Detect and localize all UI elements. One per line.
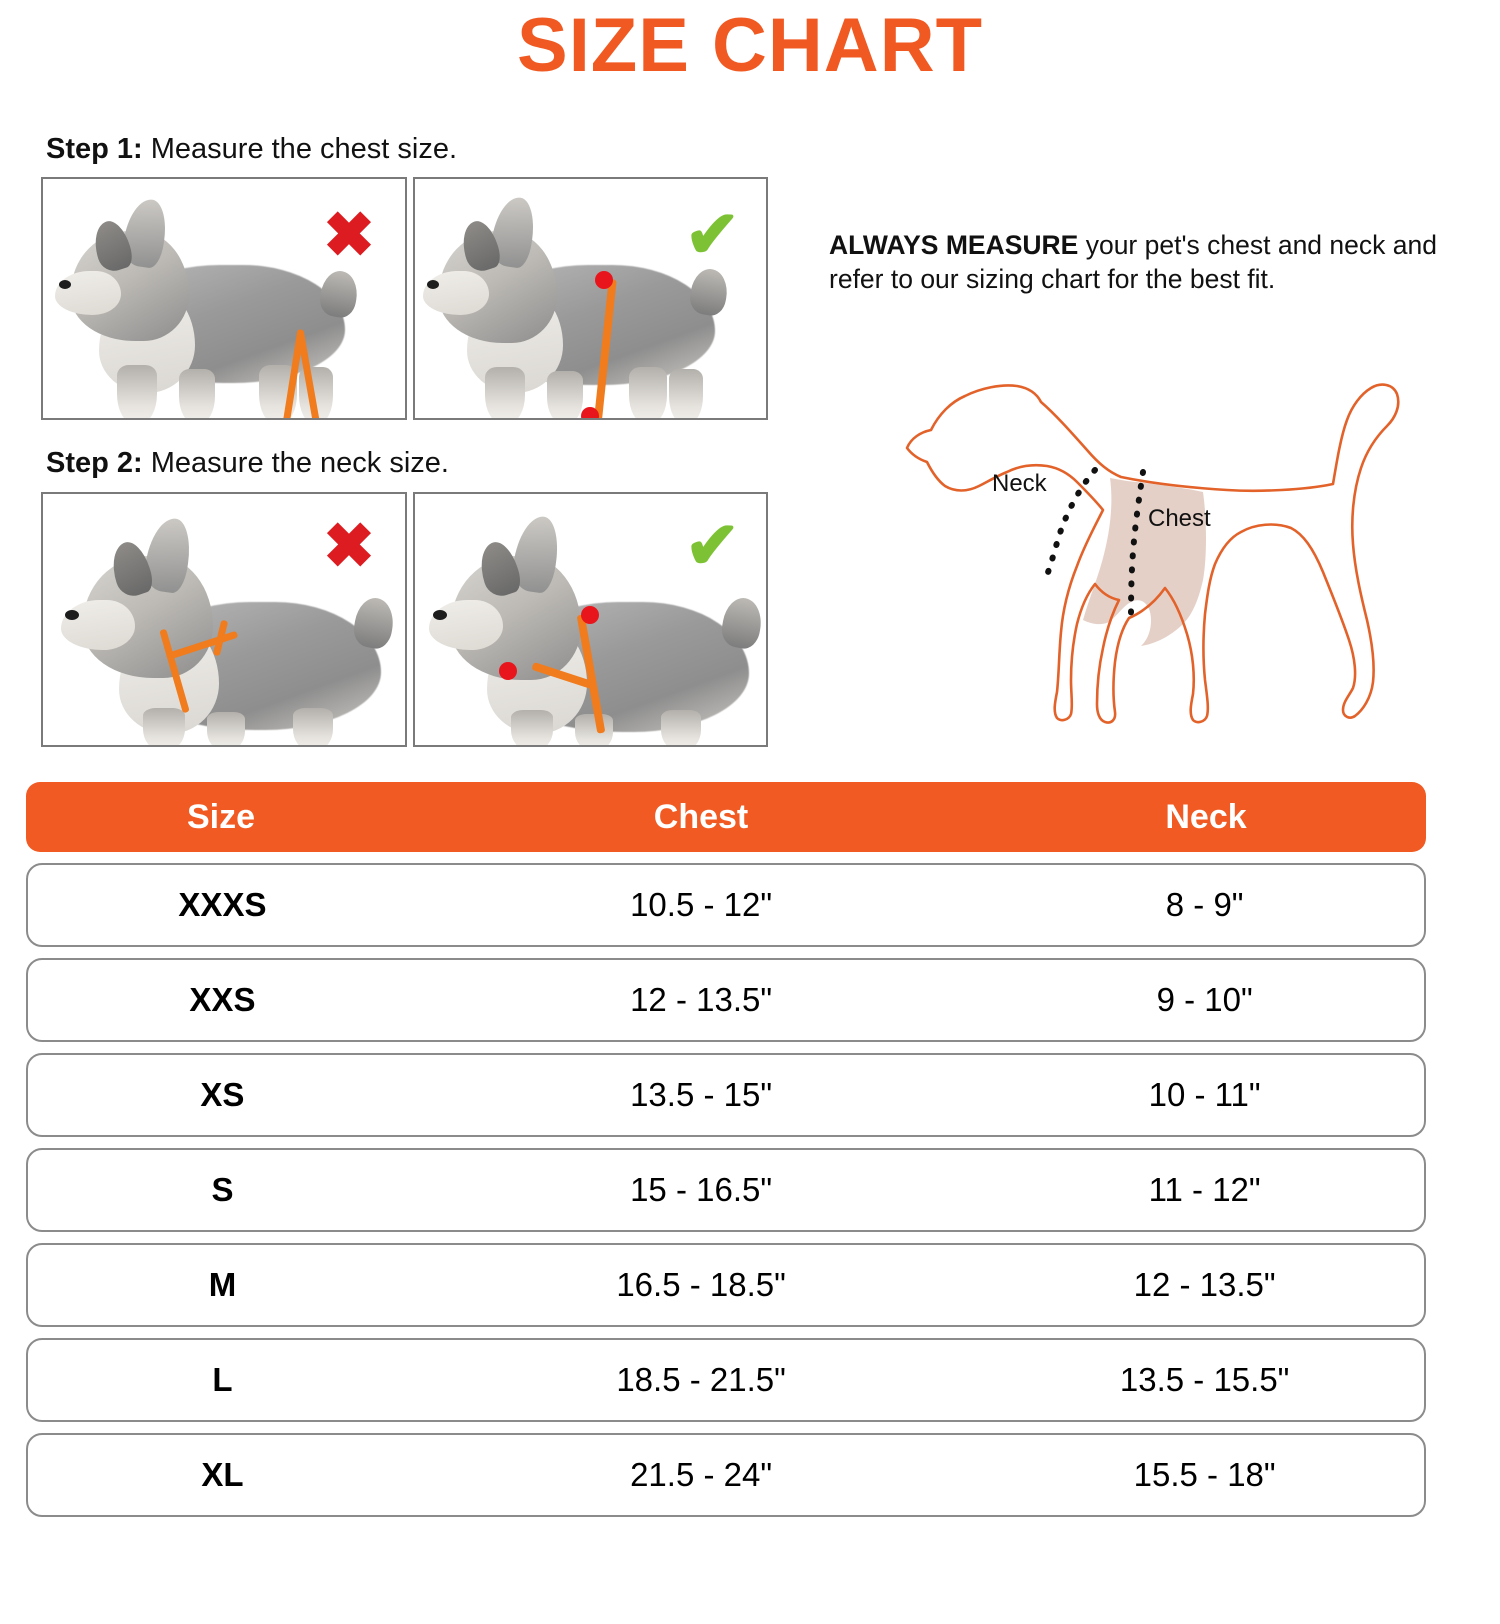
table-row[interactable]: M 16.5 - 18.5" 12 - 13.5" (26, 1243, 1426, 1327)
step-2-correct-photo: ✔ (413, 492, 768, 747)
always-measure-notice: ALWAYS MEASURE your pet's chest and neck… (829, 228, 1454, 297)
cell-chest: 21.5 - 24" (630, 1456, 773, 1493)
dog-outline-diagram (855, 340, 1415, 740)
column-header-size: Size (186, 797, 256, 836)
step-2-text: Measure the neck size. (142, 447, 449, 479)
measure-point-dot (581, 407, 599, 418)
cell-neck: 9 - 10" (1156, 981, 1253, 1018)
table-header-row: Size Chest Neck (26, 782, 1426, 852)
chest-shaded-region (1083, 478, 1206, 646)
measure-point-dot (581, 606, 599, 624)
table-row[interactable]: XS 13.5 - 15" 10 - 11" (26, 1053, 1426, 1137)
step-1-correct-photo: ✔ (413, 177, 768, 420)
cell-chest: 16.5 - 18.5" (616, 1266, 786, 1303)
cell-size: M (208, 1266, 237, 1303)
step-1-incorrect-photo: ✖ (41, 177, 407, 420)
step-2-heading: Step 2: Measure the neck size. (46, 447, 449, 480)
cell-chest: 13.5 - 15" (630, 1076, 773, 1113)
cell-size: S (211, 1171, 234, 1208)
cross-icon: ✖ (323, 201, 375, 270)
cell-size: XXS (189, 981, 256, 1018)
cell-neck: 11 - 12" (1148, 1171, 1261, 1208)
diagram-neck-label: Neck (992, 470, 1047, 497)
cell-neck: 8 - 9" (1165, 886, 1244, 923)
plush-dog-photo (415, 179, 766, 418)
cell-neck: 12 - 13.5" (1133, 1266, 1276, 1303)
table-row[interactable]: XL 21.5 - 24" 15.5 - 18" (26, 1433, 1426, 1517)
step-1-label: Step 1: (46, 133, 143, 165)
step-2-label: Step 2: (46, 447, 143, 479)
neck-measure-dotted-line (1042, 467, 1098, 583)
dog-outline (905, 383, 1400, 724)
table-row[interactable]: XXXS 10.5 - 12" 8 - 9" (26, 863, 1426, 947)
cell-chest: 15 - 16.5" (630, 1171, 773, 1208)
plush-dog-photo (43, 179, 405, 418)
cell-chest: 18.5 - 21.5" (616, 1361, 786, 1398)
cell-neck: 15.5 - 18" (1133, 1456, 1276, 1493)
column-header-chest: Chest (653, 797, 749, 836)
column-header-neck: Neck (1165, 797, 1247, 836)
diagram-chest-label: Chest (1148, 505, 1211, 532)
measure-point-dot (499, 662, 517, 680)
table-row[interactable]: XXS 12 - 13.5" 9 - 10" (26, 958, 1426, 1042)
table-row[interactable]: S 15 - 16.5" 11 - 12" (26, 1148, 1426, 1232)
step-1-heading: Step 1: Measure the chest size. (46, 133, 457, 166)
table-row[interactable]: L 18.5 - 21.5" 13.5 - 15.5" (26, 1338, 1426, 1422)
plush-dog-photo (43, 494, 405, 745)
cross-icon: ✖ (323, 512, 375, 581)
page-title: SIZE CHART (517, 3, 983, 88)
measure-point-dot (595, 271, 613, 289)
step-2-incorrect-photo: ✖ (41, 492, 407, 747)
cell-chest: 12 - 13.5" (630, 981, 773, 1018)
size-table: Size Chest Neck XXXS 10.5 - 12" 8 - 9" X… (26, 782, 1426, 1517)
cell-size: XXXS (178, 886, 267, 923)
check-icon: ✔ (684, 508, 740, 582)
cell-size: XL (201, 1456, 244, 1493)
always-measure-body: your pet's chest and neck and refer to o… (829, 230, 1437, 295)
step-1-text: Measure the chest size. (142, 133, 458, 165)
plush-dog-photo (415, 494, 766, 745)
cell-size: XS (200, 1076, 245, 1113)
check-icon: ✔ (684, 197, 740, 271)
always-measure-emphasis: ALWAYS MEASURE (829, 230, 1079, 260)
cell-size: L (212, 1361, 233, 1398)
cell-neck: 13.5 - 15.5" (1119, 1361, 1290, 1398)
cell-neck: 10 - 11" (1148, 1076, 1261, 1113)
cell-chest: 10.5 - 12" (630, 886, 773, 923)
